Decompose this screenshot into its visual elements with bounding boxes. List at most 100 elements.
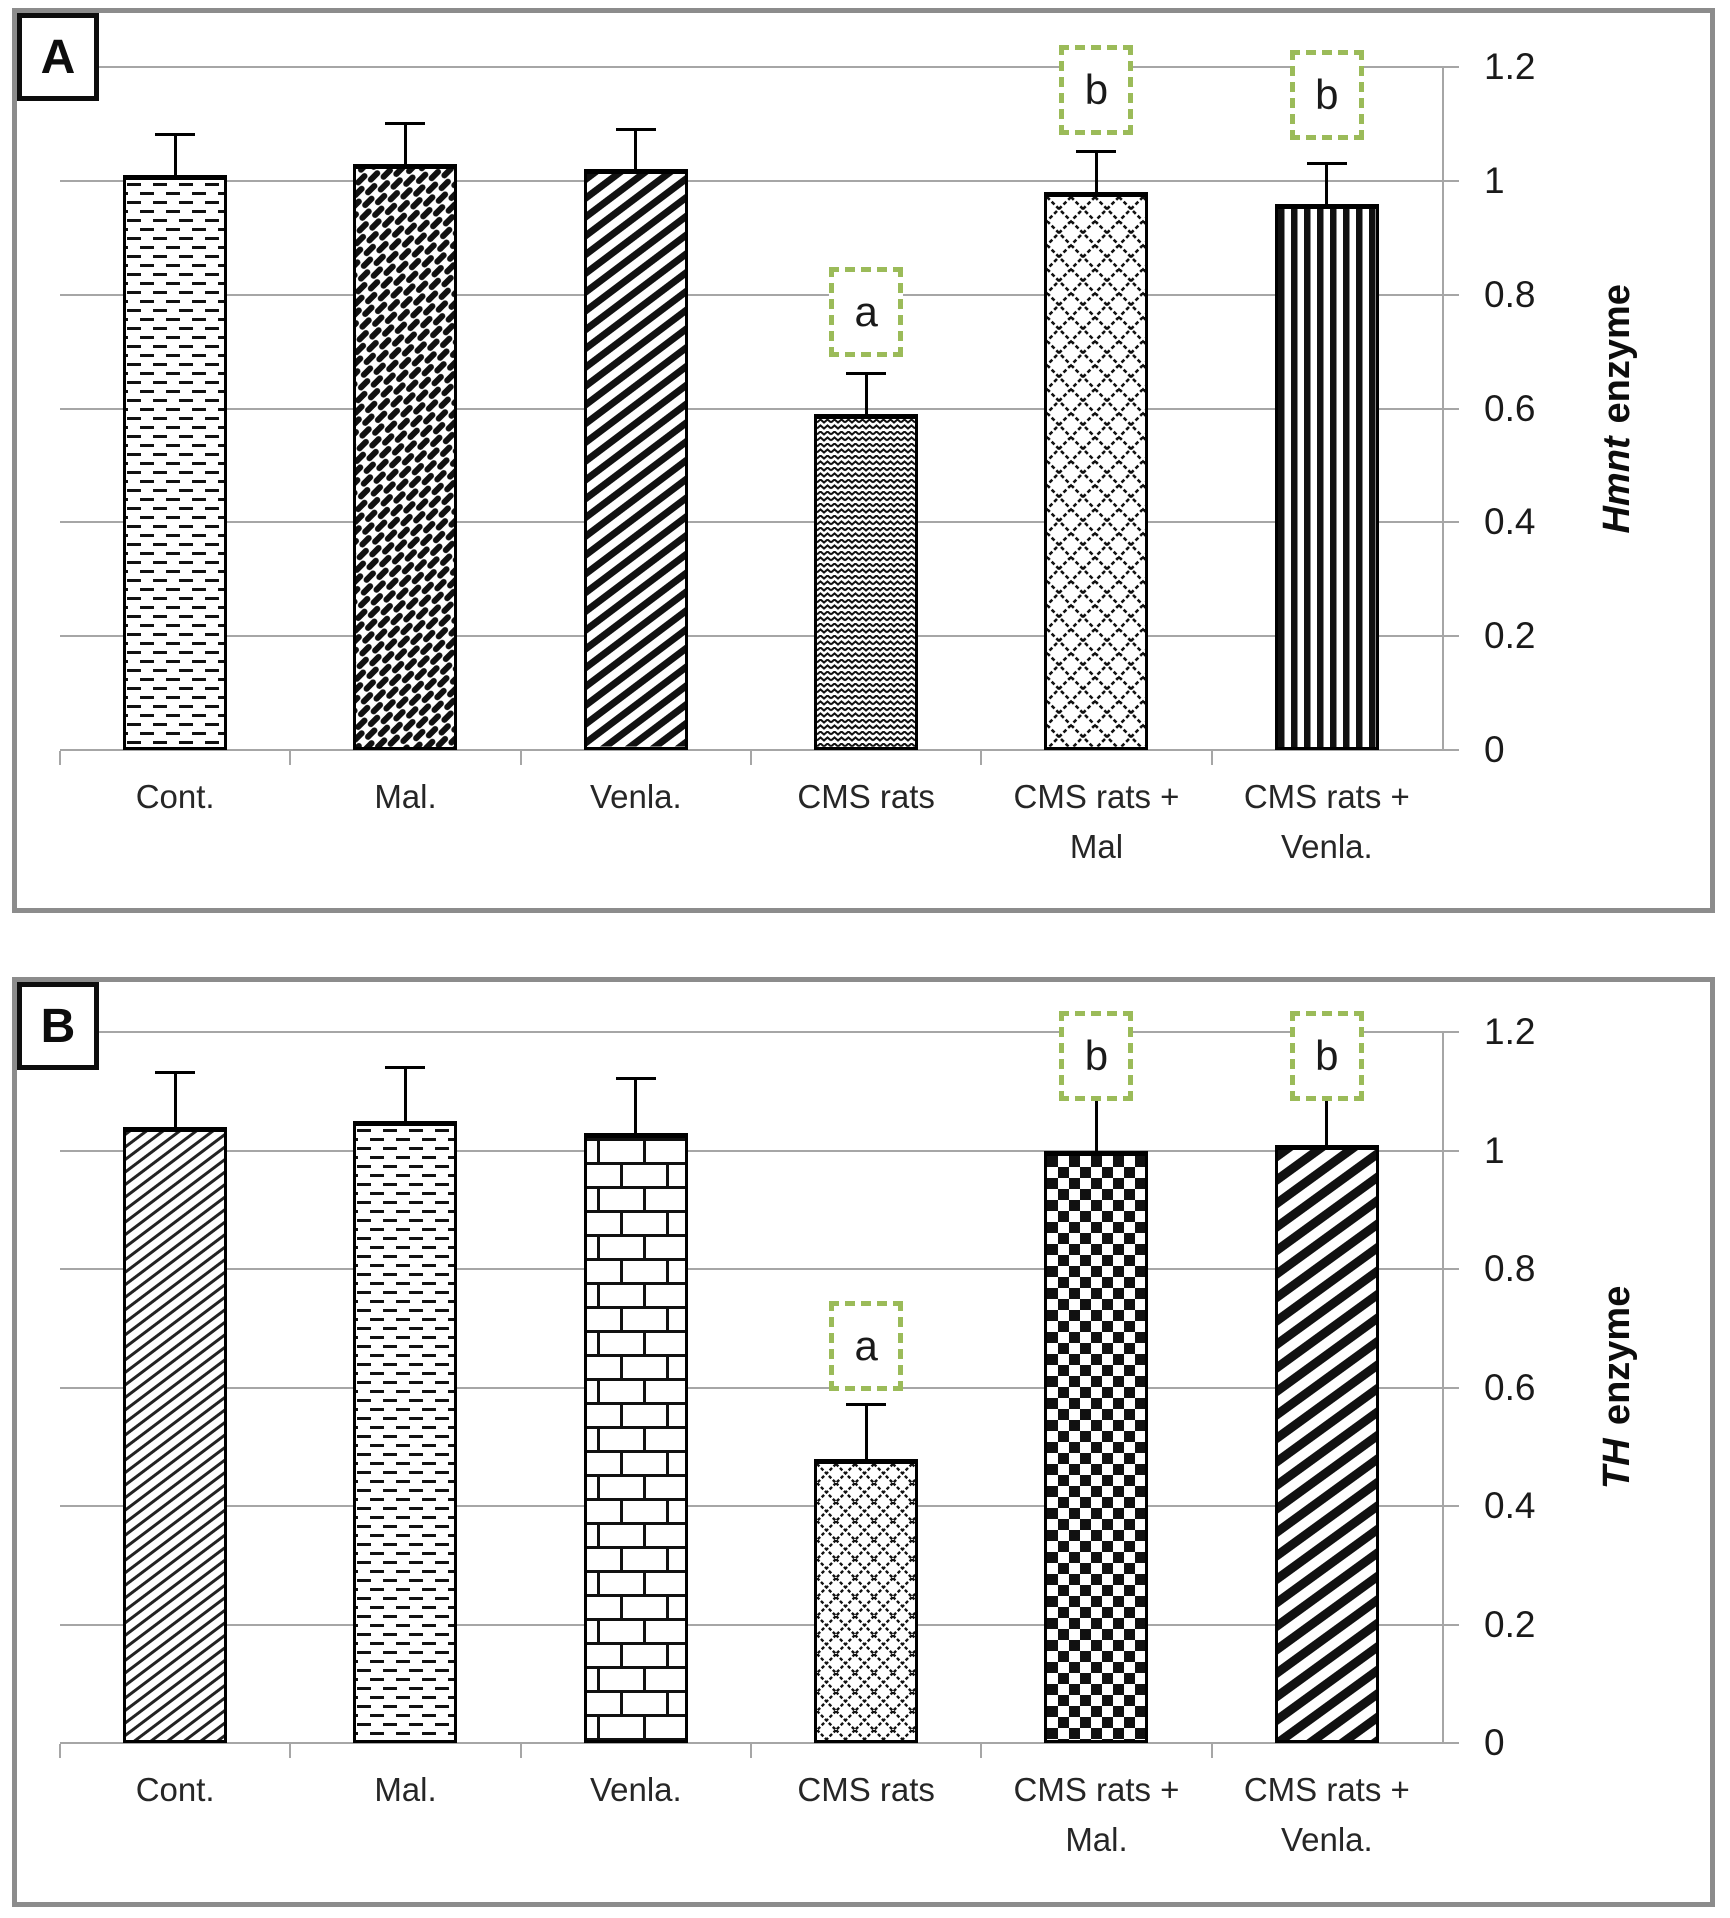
plot-area: 1.2 1 0.8 0.6 0.4 0.2 0 Hmnt enzyme Cont. Mal. Venl… xyxy=(59,44,1638,865)
x-axis-tick xyxy=(519,1744,522,1758)
error-bar-cap xyxy=(615,127,656,131)
bar-fill-pattern xyxy=(1277,208,1376,747)
significance-box: b xyxy=(1289,50,1364,141)
y-axis-tick xyxy=(1444,293,1459,296)
significance-letter: b xyxy=(1084,1031,1109,1079)
category-slot: Venla. xyxy=(521,67,751,815)
bar-fill-pattern xyxy=(1047,197,1146,747)
significance-letter: b xyxy=(1315,71,1339,119)
bar-fill-pattern xyxy=(356,1125,455,1740)
bar xyxy=(583,169,688,750)
y-axis-title-word: enzyme xyxy=(1595,1285,1638,1426)
y-tick-label: 0 xyxy=(1484,1722,1505,1763)
panel-b: B 1.2 1 0.8 0.6 0.4 0.2 0 TH enzyme Cont. Mal. Venla… xyxy=(12,977,1715,1907)
x-category-label: Venla. xyxy=(589,1771,682,1808)
category-slot: b CMS rats + Venla. xyxy=(1212,1010,1442,1858)
x-axis-tick xyxy=(519,751,522,765)
y-axis-tick xyxy=(1444,1031,1459,1033)
error-bar-line xyxy=(634,1079,638,1133)
y-axis-title-text: TH enzyme xyxy=(1596,1286,1639,1489)
y-axis-tick xyxy=(1444,1386,1459,1389)
significance-box: a xyxy=(829,266,904,357)
y-axis-tick xyxy=(1444,1268,1459,1271)
bar xyxy=(123,175,228,750)
error-bar-cap xyxy=(1076,150,1117,154)
gridline xyxy=(60,1031,1442,1033)
y-axis-tick xyxy=(1444,407,1459,410)
category-slot: b CMS rats + Mal xyxy=(981,44,1211,865)
error-bar-line xyxy=(1325,1091,1329,1145)
x-axis-tick xyxy=(750,751,752,765)
gridline xyxy=(60,635,1442,638)
bar-fill-pattern xyxy=(1047,1155,1146,1740)
x-category-label: CMS rats + Mal xyxy=(1013,778,1180,865)
y-tick-label: 0 xyxy=(1484,729,1505,770)
significance-box: a xyxy=(829,1301,904,1392)
y-tick-label: 0.4 xyxy=(1484,1485,1536,1526)
category-slot: b CMS rats + Venla. xyxy=(1212,50,1442,865)
error-bar-line xyxy=(403,1067,407,1121)
category-slot: Mal. xyxy=(290,1032,520,1808)
bar xyxy=(1044,1150,1149,1743)
bar xyxy=(814,1458,919,1743)
x-axis-tick xyxy=(59,1744,61,1758)
category-slot: b CMS rats + Mal. xyxy=(981,1010,1211,1858)
gridline xyxy=(60,407,1442,410)
gridline xyxy=(60,293,1442,296)
x-category-label: CMS rats + Venla. xyxy=(1243,778,1410,865)
bar xyxy=(353,1120,458,1743)
y-tick-label: 1.2 xyxy=(1484,1011,1536,1052)
error-bar-line xyxy=(864,374,868,415)
error-bar-cap xyxy=(846,1403,887,1407)
y-tick-label: 1 xyxy=(1484,159,1505,201)
x-category-label: CMS rats xyxy=(797,1771,935,1808)
error-bar-line xyxy=(1325,163,1329,204)
x-category-label: Cont. xyxy=(135,1771,215,1808)
bar-fill-pattern xyxy=(817,419,916,747)
y-tick-label: 0.8 xyxy=(1484,1248,1536,1289)
error-bar-cap xyxy=(385,1065,426,1069)
bar-fill-pattern xyxy=(356,168,455,747)
bar-fill-pattern xyxy=(817,1463,916,1740)
error-bar-cap xyxy=(1306,161,1347,165)
category-slot: Venla. xyxy=(521,1032,751,1808)
y-axis-line xyxy=(1441,66,1444,751)
x-axis-tick xyxy=(1210,751,1213,765)
significance-letter: b xyxy=(1315,1031,1339,1079)
x-axis-tick xyxy=(289,751,292,765)
y-axis-line xyxy=(1441,1031,1444,1744)
error-bar-cap xyxy=(385,121,426,125)
error-bar-line xyxy=(403,123,407,164)
y-axis-title-gene: TH xyxy=(1595,1438,1638,1490)
y-tick-label: 0.6 xyxy=(1484,387,1536,429)
gridline xyxy=(60,1742,1442,1744)
gridline xyxy=(60,1386,1442,1389)
gridline xyxy=(60,1505,1442,1508)
x-axis-tick xyxy=(59,751,61,765)
y-axis-title-gene: Hmnt xyxy=(1595,436,1638,534)
bar-fill-pattern xyxy=(586,1137,685,1740)
panel-a: A 1.2 1 0.8 0.6 0.4 0.2 0 Hmnt enzyme Cont. Mal. Ven… xyxy=(12,8,1715,913)
significance-box: b xyxy=(1059,44,1134,135)
significance-letter: a xyxy=(854,1322,878,1370)
x-category-label: Mal. xyxy=(374,778,437,815)
bar xyxy=(123,1126,228,1743)
y-axis-tick xyxy=(1444,1623,1459,1626)
panel-label: A xyxy=(17,13,99,101)
bar-fill-pattern xyxy=(586,174,685,747)
y-tick-label: 1 xyxy=(1484,1129,1505,1171)
panel-label: B xyxy=(17,982,99,1070)
category-slot: a CMS rats xyxy=(751,1032,981,1808)
y-tick-label: 0.2 xyxy=(1484,1603,1536,1645)
bar-fill-pattern xyxy=(1277,1149,1376,1740)
y-axis-title-word: enzyme xyxy=(1595,283,1638,424)
bar xyxy=(1274,203,1379,750)
y-tick-label: 0.6 xyxy=(1484,1366,1536,1408)
bar xyxy=(814,414,919,750)
y-tick-label: 0.2 xyxy=(1484,615,1536,657)
error-bar-cap xyxy=(615,1077,656,1081)
bar xyxy=(1274,1144,1379,1743)
x-axis-tick xyxy=(289,1744,292,1758)
y-axis-title: TH enzyme xyxy=(1587,1032,1647,1743)
